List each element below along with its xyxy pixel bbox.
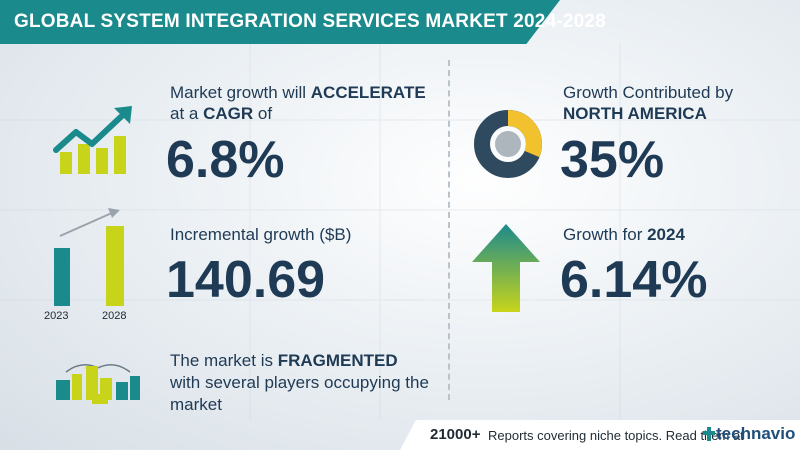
- market-text-line2: with several players occupying the: [170, 373, 429, 392]
- growth-chart-icon: [53, 106, 132, 174]
- market-text-line1: The market is FRAGMENTED: [170, 351, 398, 370]
- bar-label-2028: 2028: [102, 310, 127, 322]
- bar-label-2023: 2023: [44, 310, 69, 322]
- technavio-brand-link[interactable]: technavio: [716, 424, 796, 443]
- footer-text: Reports covering niche topics. Read them…: [488, 428, 744, 443]
- incremental-value: 140.69: [166, 251, 326, 309]
- page-title: GLOBAL SYSTEM INTEGRATION SERVICES MARKE…: [14, 11, 606, 32]
- growth-text-line1: Market growth will ACCELERATE: [170, 83, 426, 102]
- footer-bar: [400, 420, 800, 450]
- footer-report-count: 21000+: [430, 426, 481, 443]
- technavio-logo-icon: [703, 427, 715, 441]
- year-growth-value: 6.14%: [560, 251, 708, 309]
- incremental-label: Incremental growth ($B): [170, 225, 352, 244]
- section-divider: [448, 60, 450, 400]
- header-banner: [0, 0, 560, 44]
- cagr-value: 6.8%: [166, 131, 285, 189]
- region-text-line2: NORTH AMERICA: [563, 104, 707, 123]
- market-text-line3: market: [170, 395, 222, 414]
- region-text-line1: Growth Contributed by: [563, 83, 734, 102]
- city-buildings-icon: [56, 364, 140, 404]
- growth-text-line2: at a CAGR of: [170, 104, 273, 123]
- bar-comparison-icon: [54, 208, 124, 306]
- region-value: 35%: [560, 131, 665, 189]
- year-growth-label: Growth for 2024: [563, 225, 685, 244]
- up-arrow-icon: [472, 224, 540, 312]
- donut-chart-icon: [474, 110, 542, 178]
